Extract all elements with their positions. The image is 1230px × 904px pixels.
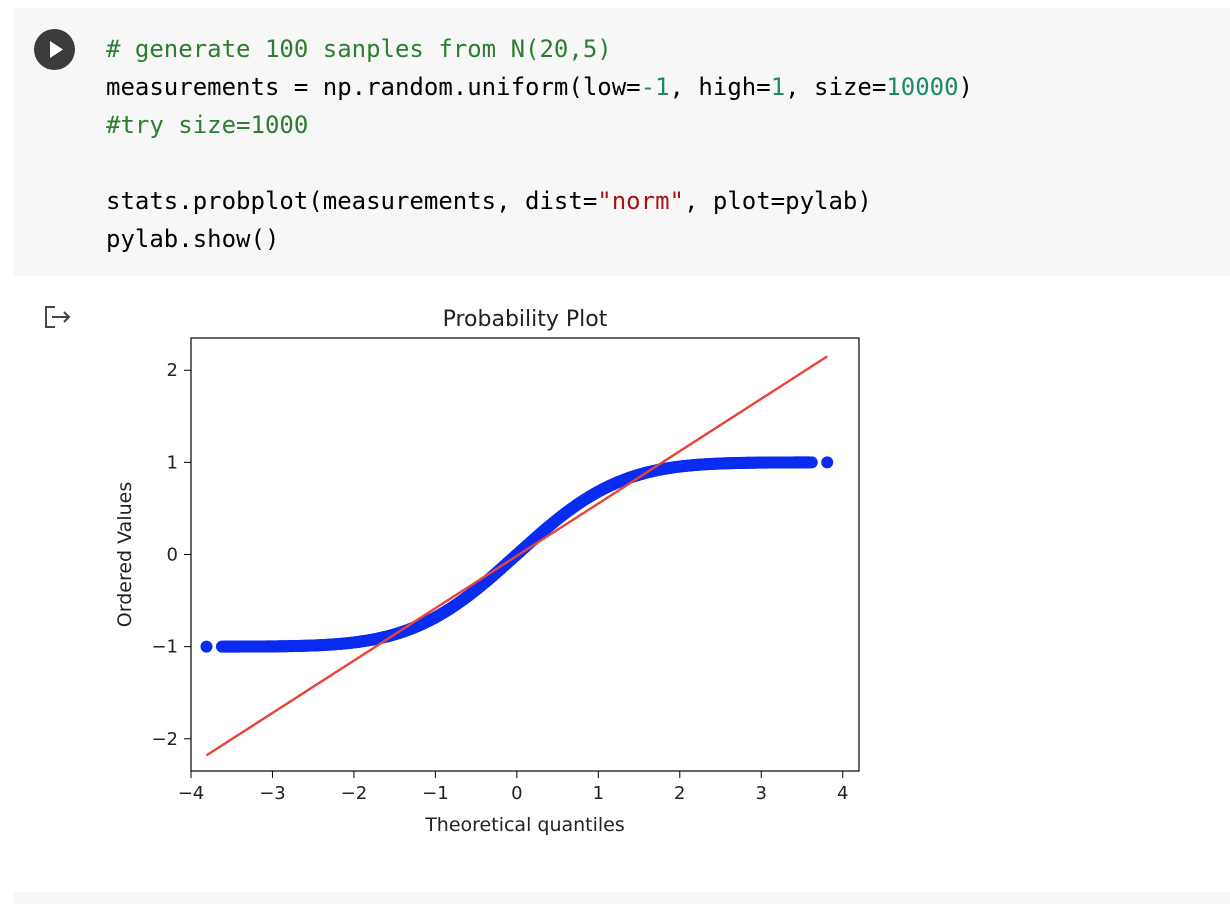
chart-title: Probability Plot (443, 307, 608, 332)
code-token: #try size=1000 (106, 111, 309, 139)
code-token: 1 (770, 73, 786, 101)
axis-ticks: −4 −3 −2 −1 0 1 2 3 4 −2 −1 0 1 2 (151, 360, 848, 804)
code-token: "norm" (597, 187, 684, 215)
x-tick-label: 4 (837, 783, 848, 804)
y-tick-label: −1 (151, 637, 178, 658)
run-cell-button[interactable] (34, 29, 75, 70)
x-tick-label: −3 (259, 783, 286, 804)
data-points (200, 456, 834, 653)
y-axis-label: Ordered Values (114, 482, 136, 627)
y-tick-label: −2 (151, 729, 178, 750)
play-icon (50, 41, 63, 58)
code-cell[interactable] (14, 8, 1230, 276)
fit-line (205, 355, 828, 757)
code-token: -1 (640, 73, 670, 101)
probability-plot: −4 −3 −2 −1 0 1 2 3 4 −2 −1 0 1 2 Probability Plot Th… (114, 307, 860, 836)
code-line: # generate 100 sanples from N(20,5) (106, 30, 973, 68)
y-tick-label: 2 (167, 360, 178, 381)
data-point (821, 456, 834, 469)
x-tick-label: 1 (593, 783, 604, 804)
code-token: # generate 100 sanples from N(20,5) (106, 35, 612, 63)
code-token: , plot=pylab) (683, 187, 872, 215)
data-point (805, 456, 818, 469)
code-token: 10000 (886, 73, 959, 101)
code-line: pylab.show() (106, 220, 973, 258)
x-axis-label: Theoretical quantiles (424, 814, 625, 836)
data-point (237, 640, 250, 653)
x-tick-label: −4 (178, 783, 205, 804)
code-line: stats.probplot(measurements, dist="norm"… (106, 182, 973, 220)
code-line: #try size=1000 (106, 106, 973, 144)
x-tick-label: −1 (422, 783, 449, 804)
code-token: stats.probplot(measurements, dist= (106, 187, 598, 215)
output-arrow-icon[interactable] (43, 304, 73, 330)
next-cell[interactable] (14, 892, 1230, 904)
code-token: , high= (669, 73, 771, 101)
x-tick-label: 2 (674, 783, 685, 804)
x-tick-label: 3 (756, 783, 767, 804)
code-token: measurements = np.random.uniform(low= (106, 73, 641, 101)
data-point (200, 640, 213, 653)
code-editor[interactable]: # generate 100 sanples from N(20,5) measu… (106, 30, 973, 258)
code-token: ) (958, 73, 973, 101)
y-tick-label: 0 (167, 545, 178, 566)
x-tick-label: 0 (511, 783, 522, 804)
x-tick-label: −2 (341, 783, 368, 804)
code-token: pylab.show() (106, 225, 280, 253)
code-token: , size= (785, 73, 887, 101)
y-tick-label: 1 (167, 452, 178, 473)
code-line (106, 144, 973, 182)
code-line: measurements = np.random.uniform(low=-1,… (106, 68, 973, 106)
